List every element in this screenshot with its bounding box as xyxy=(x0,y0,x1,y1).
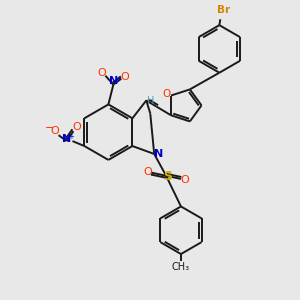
Text: +: + xyxy=(68,134,74,140)
Text: O: O xyxy=(97,68,106,78)
Text: O: O xyxy=(162,88,170,98)
Text: Br: Br xyxy=(217,5,230,15)
Text: −: − xyxy=(45,123,54,133)
Text: +: + xyxy=(116,76,121,82)
Text: O: O xyxy=(143,167,152,177)
Text: O: O xyxy=(181,175,189,185)
Text: N: N xyxy=(109,76,118,85)
Text: N: N xyxy=(62,134,71,144)
Text: N: N xyxy=(154,149,163,159)
Text: O: O xyxy=(121,72,130,82)
Text: CH₃: CH₃ xyxy=(172,262,190,272)
Text: S: S xyxy=(164,170,172,183)
Text: H: H xyxy=(147,97,154,106)
Text: O: O xyxy=(72,122,81,132)
Text: O: O xyxy=(50,126,59,136)
